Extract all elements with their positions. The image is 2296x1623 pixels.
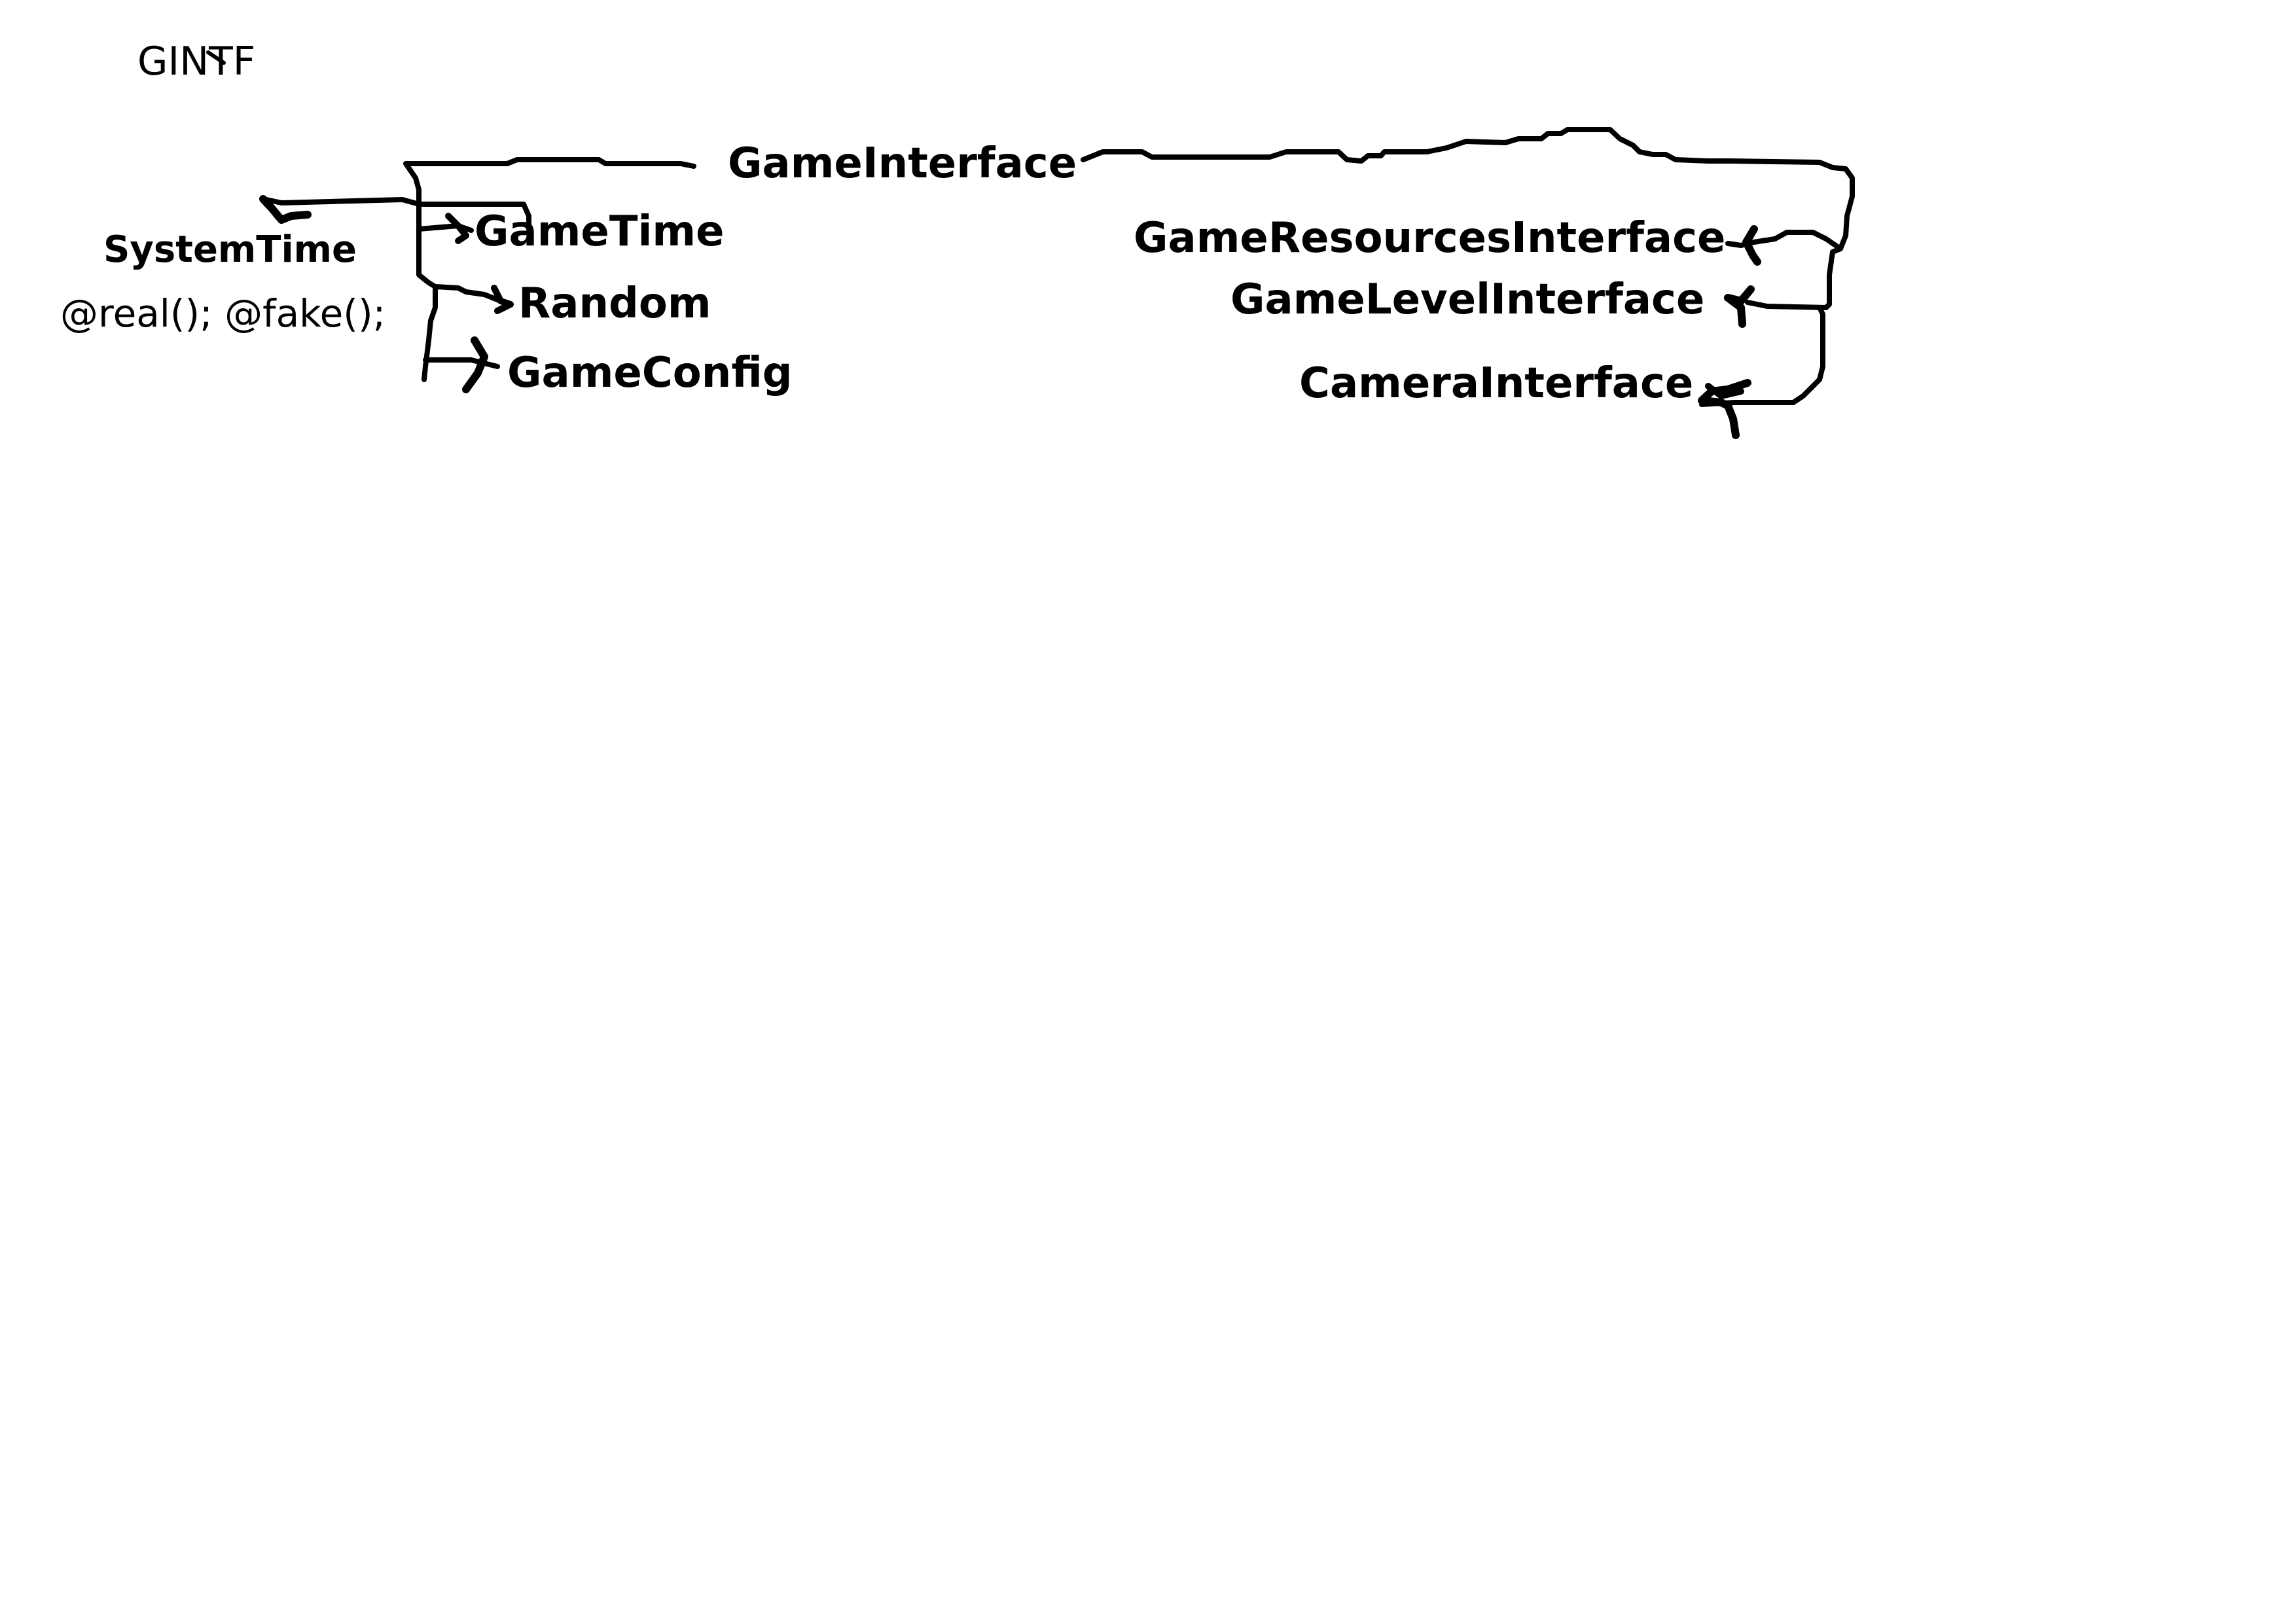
node-game-time: GameTime xyxy=(475,207,725,256)
header-strike-mark xyxy=(206,50,226,65)
node-game-level-interface: GameLevelInterface xyxy=(1230,276,1705,324)
node-game-config: GameConfig xyxy=(507,349,793,397)
connector-to-gameconfig-2 xyxy=(423,357,500,369)
connector-to-gametime xyxy=(416,202,531,232)
arrowhead-gamelevel xyxy=(1724,285,1755,328)
arrowhead-gametime xyxy=(445,213,469,244)
connector-gameinterface-left xyxy=(403,157,696,304)
node-game-resources-interface: GameResourcesInterface xyxy=(1134,214,1726,262)
connector-to-systemtime xyxy=(260,196,422,207)
connector-gameinterface-right xyxy=(1081,127,1855,310)
connector-to-gameconfig xyxy=(422,284,438,382)
connector-to-camera xyxy=(1699,305,1825,407)
node-camera-interface: CameraInterface xyxy=(1299,359,1694,408)
node-random: Random xyxy=(518,279,711,328)
arrowhead-gameconfig xyxy=(462,336,488,393)
system-time-methods: @real(); @fake(); xyxy=(60,291,386,336)
arrowhead-camera-2 xyxy=(1705,383,1744,399)
arrowhead-random xyxy=(491,285,514,314)
arrowhead-camera xyxy=(1698,379,1751,439)
arrowhead-gameresources xyxy=(1742,225,1761,266)
node-system-time: SystemTime xyxy=(103,228,357,271)
node-game-interface: GameInterface xyxy=(728,139,1077,188)
arrowhead-systemtime xyxy=(259,195,312,224)
connector-to-gameresources xyxy=(1725,230,1843,251)
page-title: GINTF xyxy=(137,39,256,84)
